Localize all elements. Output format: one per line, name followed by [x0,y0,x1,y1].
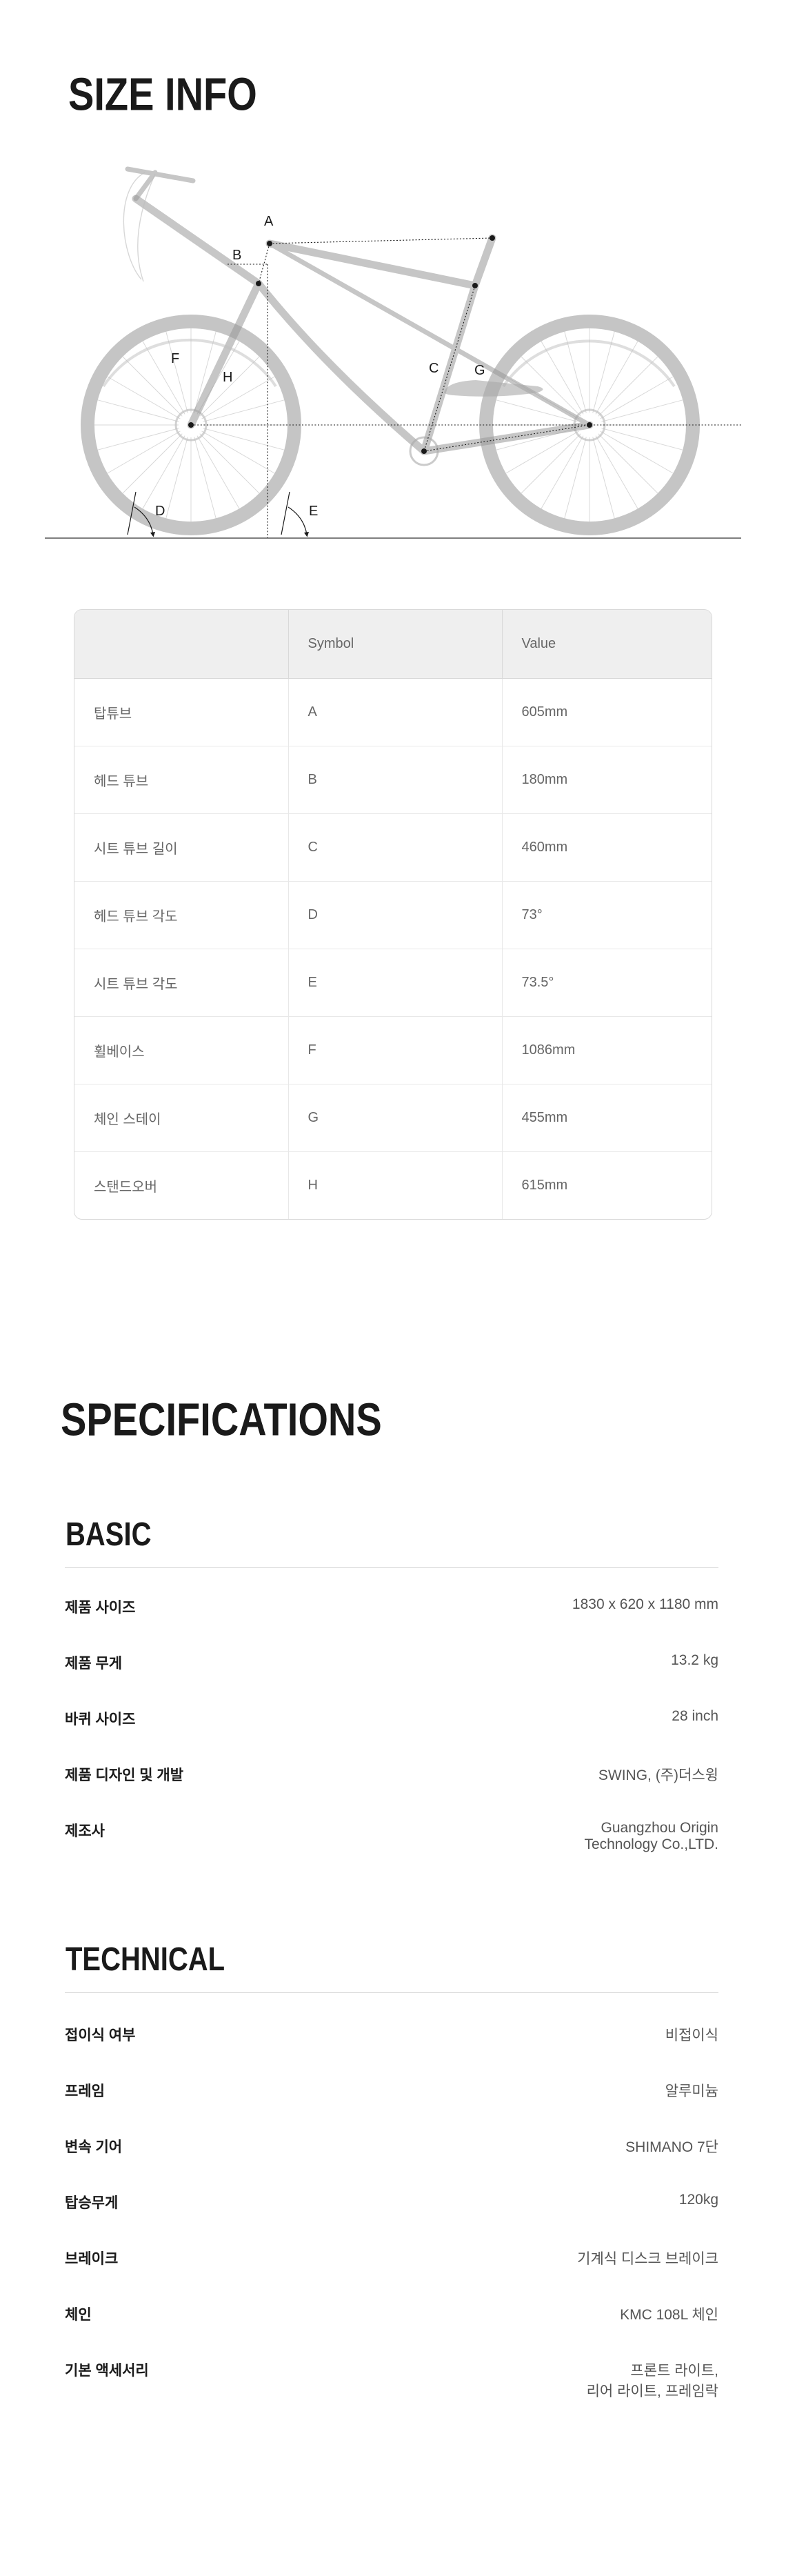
svg-text:H: H [223,370,232,385]
svg-text:F: F [171,351,179,366]
svg-text:B: B [232,248,241,263]
svg-text:G: G [474,363,485,378]
svg-text:A: A [264,214,274,229]
svg-text:C: C [429,361,439,376]
svg-text:E: E [309,504,318,519]
svg-text:D: D [155,504,165,519]
